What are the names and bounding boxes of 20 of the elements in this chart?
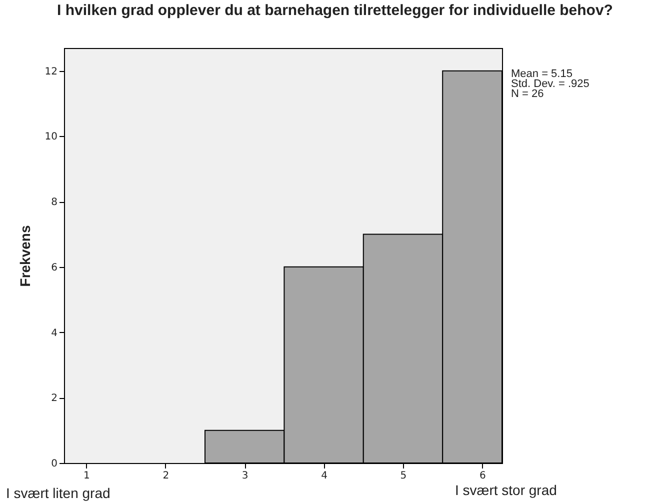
- y-tick-label: 2: [51, 393, 58, 404]
- x-tick-label: 3: [242, 470, 248, 482]
- chart-title: I hvilken grad opplever du at barnehagen tilrettelegger for individuelle behov?: [56, 2, 614, 19]
- y-axis-title: Frekvens: [16, 225, 33, 287]
- y-tick-label: 4: [51, 328, 58, 339]
- x-tick-label: 1: [83, 470, 90, 482]
- y-tick-label: 12: [44, 66, 58, 78]
- text: Std. Dev. = .925: [511, 78, 590, 90]
- x-tick-label: 4: [321, 470, 328, 482]
- y-tick-label: 10: [44, 132, 58, 143]
- x-tick-label: 6: [480, 470, 486, 482]
- text: I svært liten grad: [6, 485, 110, 501]
- y-tick-label: 6: [51, 262, 58, 274]
- y-tick-label: 0: [51, 458, 58, 470]
- text: N = 26: [511, 88, 544, 100]
- text: Mean = 5.15: [511, 68, 572, 80]
- text: I svært stor grad: [455, 482, 557, 498]
- x-tick-label: 2: [162, 470, 170, 482]
- y-tick-label: 8: [51, 197, 58, 208]
- x-tick-label: 5: [400, 470, 407, 482]
